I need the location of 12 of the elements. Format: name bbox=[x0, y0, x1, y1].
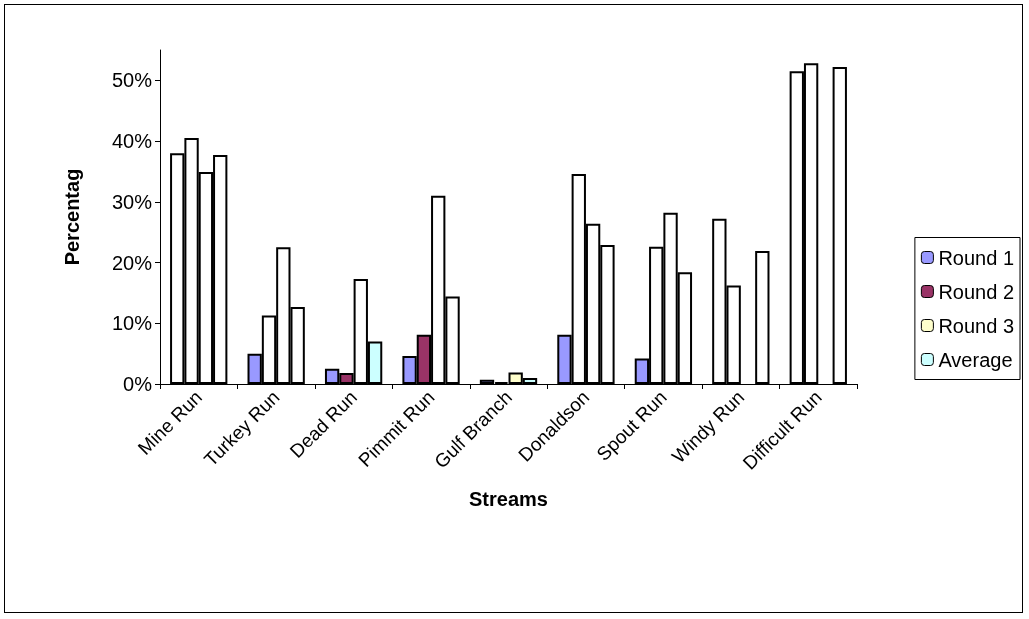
y-tick-label: 20% bbox=[111, 251, 153, 274]
legend-label: Average bbox=[938, 348, 1013, 371]
y-tick-label: 30% bbox=[111, 190, 153, 213]
y-tick-label: 0% bbox=[123, 373, 153, 395]
y-tick-label: 10% bbox=[111, 312, 153, 335]
y-tick-label: 40% bbox=[111, 130, 153, 153]
x-axis-title: Streams bbox=[469, 488, 548, 510]
legend-label: Round 3 bbox=[938, 314, 1015, 337]
legend-label: Round 2 bbox=[938, 280, 1015, 303]
y-tick-label: 50% bbox=[111, 69, 153, 92]
y-axis-title: Percentag bbox=[61, 168, 83, 266]
legend-label: Round 1 bbox=[938, 246, 1015, 269]
